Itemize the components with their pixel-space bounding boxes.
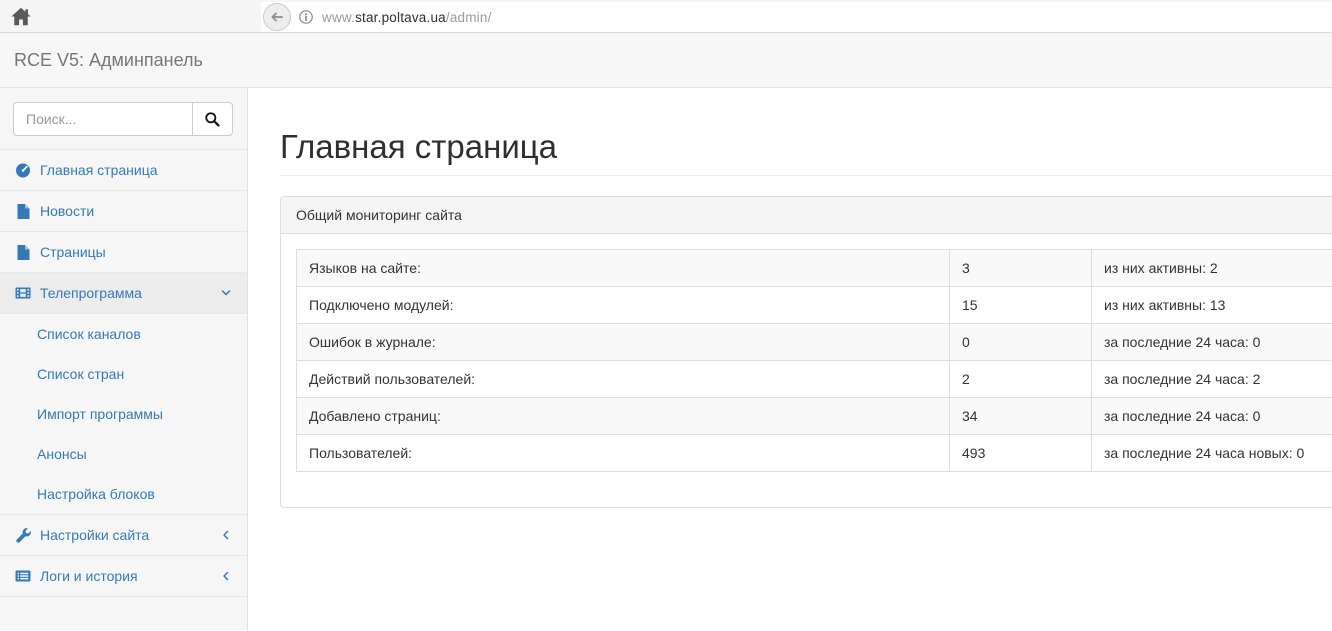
url-host: star.poltava.ua [355, 9, 446, 25]
sidebar-subitem-countries[interactable]: Список стран [37, 366, 125, 382]
search-button[interactable] [192, 102, 233, 136]
dashboard-icon [15, 162, 31, 178]
table-row: Действий пользователей: 2 за последние 2… [296, 360, 1332, 398]
address-bar[interactable]: www.star.poltava.ua/admin/ [261, 2, 1332, 32]
sidebar-item-teleprogram[interactable]: Телепрограмма [0, 273, 247, 314]
chevron-left-icon [220, 529, 232, 541]
sidebar-item-pages[interactable]: Страницы [0, 232, 247, 273]
metric-label: Действий пользователей: [296, 360, 950, 398]
metric-value: 493 [949, 434, 1092, 472]
metric-value: 3 [949, 249, 1092, 287]
back-button[interactable] [263, 3, 291, 31]
metric-detail: за последние 24 часа: 2 [1091, 360, 1332, 398]
url-text: www.star.poltava.ua/admin/ [322, 10, 492, 25]
film-icon [15, 285, 31, 301]
panel-title: Общий мониторинг сайта [281, 197, 1332, 234]
sidebar-subitem-announces[interactable]: Анонсы [37, 446, 87, 462]
sidebar: Главная страница Новости [0, 88, 248, 630]
sidebar-item-label: Логи и история [40, 568, 138, 584]
sidebar-item-label: Телепрограмма [40, 285, 142, 301]
metric-value: 0 [949, 323, 1092, 361]
app-title: RCE V5: Админпанель [14, 50, 203, 70]
sidebar-item-logs[interactable]: Логи и история [0, 556, 247, 597]
sidebar-item-label: Страницы [40, 244, 106, 260]
page-title: Главная страница [280, 128, 1332, 176]
metric-value: 2 [949, 360, 1092, 398]
monitoring-table: Языков на сайте: 3 из них активны: 2 Под… [296, 249, 1332, 472]
browser-toolbar: www.star.poltava.ua/admin/ [0, 0, 1332, 33]
teleprogram-submenu: Список каналов Список стран Импорт прогр… [0, 314, 247, 515]
chevron-down-icon [220, 287, 232, 299]
sidebar-menu: Главная страница Новости [0, 149, 247, 597]
sidebar-item-news[interactable]: Новости [0, 191, 247, 232]
metric-label: Пользователей: [296, 434, 950, 472]
sidebar-item-label: Новости [40, 203, 95, 219]
metric-detail: за последние 24 часа новых: 0 [1091, 434, 1332, 472]
sidebar-item-label: Настройки сайта [40, 527, 150, 543]
app-header: RCE V5: Админпанель [0, 33, 1332, 88]
metric-detail: из них активны: 2 [1091, 249, 1332, 287]
url-www: www. [322, 9, 356, 25]
wrench-icon [15, 527, 31, 543]
back-icon [271, 12, 283, 22]
monitoring-panel: Общий мониторинг сайта Языков на сайте: … [280, 196, 1332, 508]
metric-detail: за последние 24 часа: 0 [1091, 323, 1332, 361]
table-row: Добавлено страниц: 34 за последние 24 ча… [296, 397, 1332, 435]
sidebar-item-home[interactable]: Главная страница [0, 150, 247, 191]
metric-value: 34 [949, 397, 1092, 435]
home-icon[interactable] [10, 6, 32, 28]
file-icon [15, 203, 31, 219]
metric-label: Подключено модулей: [296, 286, 950, 324]
sidebar-subitem-import[interactable]: Импорт программы [37, 406, 163, 422]
search-icon [205, 111, 220, 127]
metric-detail: из них активны: 13 [1091, 286, 1332, 324]
table-row: Подключено модулей: 15 из них активны: 1… [296, 286, 1332, 324]
metric-label: Ошибок в журнале: [296, 323, 950, 361]
main-content: Главная страница Общий мониторинг сайта … [248, 88, 1332, 630]
sidebar-item-site-settings[interactable]: Настройки сайта [0, 515, 247, 556]
sidebar-subitem-channels[interactable]: Список каналов [37, 326, 141, 342]
sidebar-subitem-blocks[interactable]: Настройка блоков [37, 486, 155, 502]
sidebar-search [0, 88, 247, 149]
info-icon[interactable] [298, 9, 314, 25]
search-input[interactable] [13, 102, 192, 136]
metric-label: Добавлено страниц: [296, 397, 950, 435]
panel-body: Языков на сайте: 3 из них активны: 2 Под… [281, 234, 1332, 507]
url-path: /admin/ [445, 9, 492, 25]
list-icon [15, 568, 31, 584]
metric-label: Языков на сайте: [296, 249, 950, 287]
table-row: Языков на сайте: 3 из них активны: 2 [296, 249, 1332, 287]
metric-detail: за последние 24 часа: 0 [1091, 397, 1332, 435]
file-icon [15, 244, 31, 260]
sidebar-item-label: Главная страница [40, 162, 158, 178]
table-row: Пользователей: 493 за последние 24 часа … [296, 434, 1332, 472]
chevron-left-icon [220, 570, 232, 582]
metric-value: 15 [949, 286, 1092, 324]
table-row: Ошибок в журнале: 0 за последние 24 часа… [296, 323, 1332, 361]
